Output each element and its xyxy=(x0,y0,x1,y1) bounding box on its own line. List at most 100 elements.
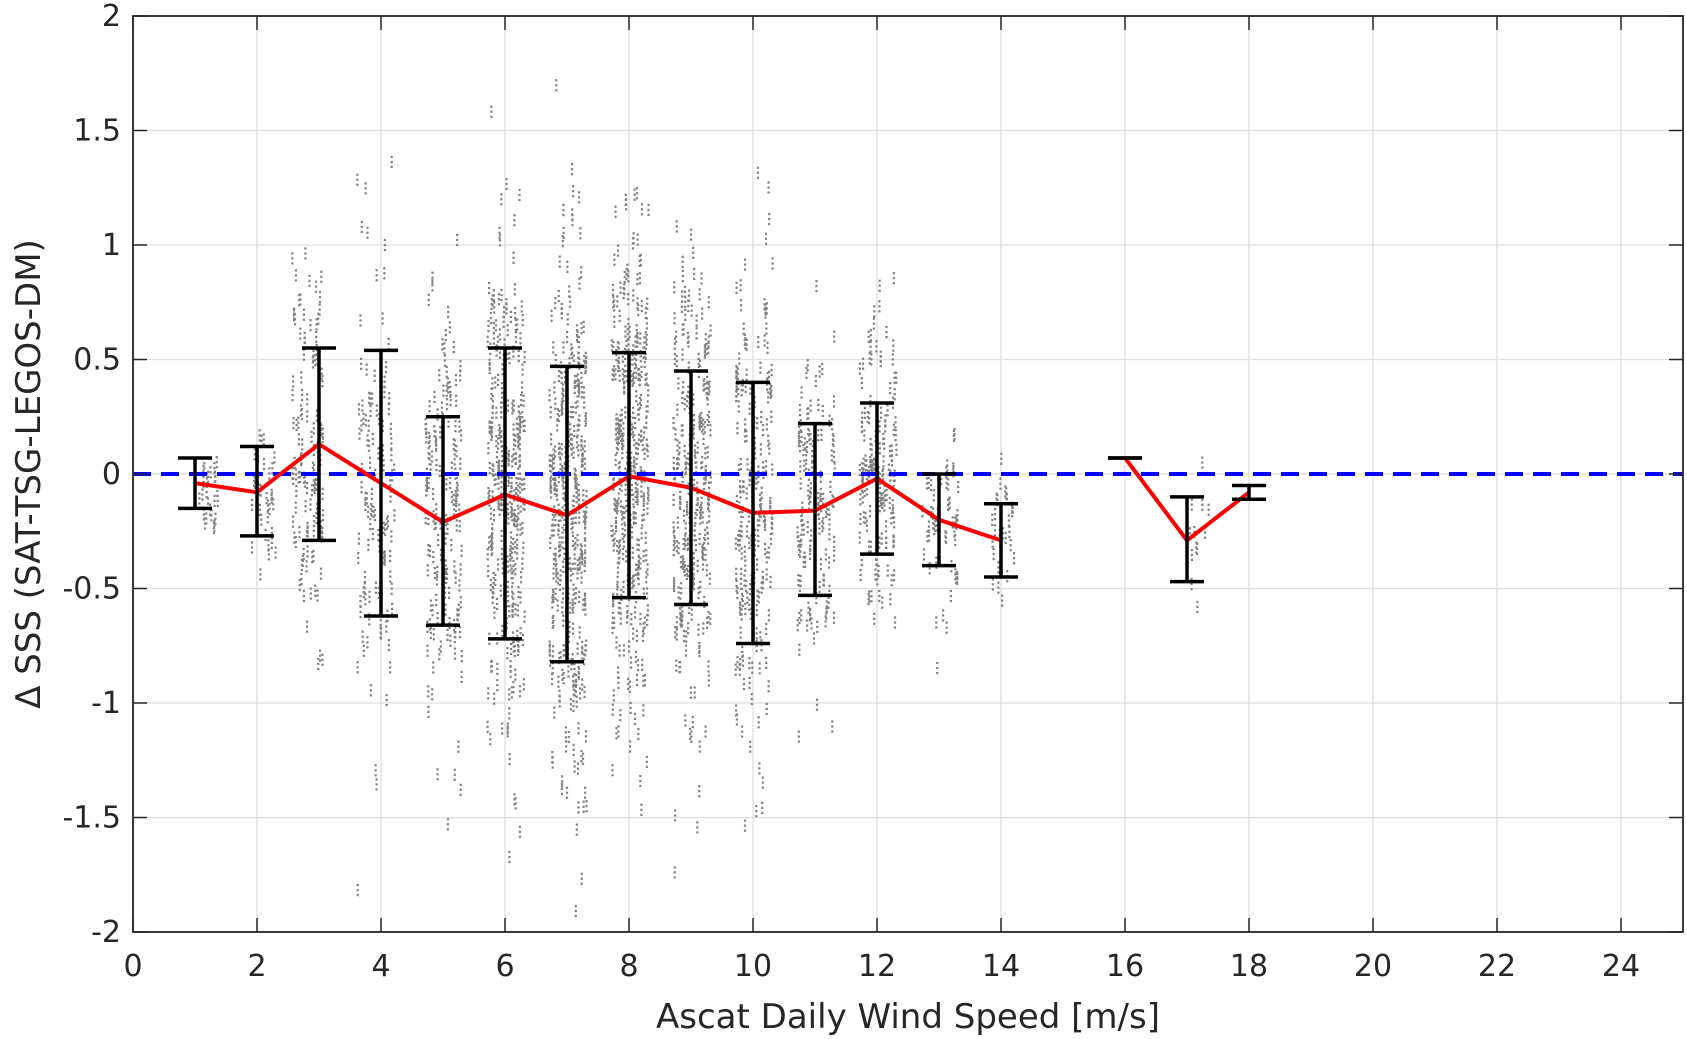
scatter-point xyxy=(744,589,748,592)
scatter-point xyxy=(521,483,524,486)
scatter-point xyxy=(554,359,557,362)
scatter-point xyxy=(274,546,277,549)
scatter-point xyxy=(582,810,585,813)
scatter-point xyxy=(701,543,705,546)
scatter-point xyxy=(511,614,514,617)
scatter-point xyxy=(357,561,360,565)
scatter-point xyxy=(521,324,524,327)
scatter-point xyxy=(358,432,361,435)
scatter-point xyxy=(673,291,676,294)
scatter-point xyxy=(512,458,515,461)
scatter-point xyxy=(550,470,553,473)
scatter-point xyxy=(580,396,583,399)
scatter-point xyxy=(559,519,562,522)
scatter-point xyxy=(696,491,699,494)
scatter-point xyxy=(367,444,371,447)
scatter-point xyxy=(683,560,686,563)
scatter-point xyxy=(638,396,642,400)
scatter-point xyxy=(310,435,313,438)
scatter-point xyxy=(390,592,393,595)
scatter-point xyxy=(758,667,761,670)
scatter-point xyxy=(633,471,636,474)
scatter-point xyxy=(377,533,380,537)
scatter-point xyxy=(444,542,447,545)
scatter-point xyxy=(737,463,741,467)
scatter-point xyxy=(491,416,494,419)
scatter-point xyxy=(620,593,623,597)
scatter-point xyxy=(584,419,587,422)
scatter-point xyxy=(554,407,557,410)
scatter-point xyxy=(321,658,324,661)
scatter-point xyxy=(550,319,553,322)
scatter-point xyxy=(630,451,633,454)
scatter-point xyxy=(298,531,301,534)
scatter-point xyxy=(305,560,308,563)
scatter-point xyxy=(446,377,449,380)
scatter-point xyxy=(681,480,684,484)
scatter-point xyxy=(435,593,438,597)
scatter-point xyxy=(621,448,624,451)
scatter-point xyxy=(389,554,392,558)
scatter-point xyxy=(518,431,522,434)
scatter-point xyxy=(444,571,447,575)
scatter-point xyxy=(520,300,523,303)
scatter-point xyxy=(459,370,462,373)
scatter-point xyxy=(690,304,693,307)
scatter-point xyxy=(578,636,581,639)
scatter-point xyxy=(554,402,557,405)
scatter-point xyxy=(511,590,514,593)
scatter-point xyxy=(315,521,318,524)
scatter-point xyxy=(641,448,644,452)
scatter-point xyxy=(631,431,635,434)
scatter-point xyxy=(645,581,648,584)
scatter-point xyxy=(706,521,709,524)
scatter-point xyxy=(549,469,552,473)
scatter-point xyxy=(643,480,646,483)
scatter-point xyxy=(382,556,386,559)
scatter-point xyxy=(507,462,510,465)
scatter-point xyxy=(456,614,459,617)
scatter-point xyxy=(562,203,565,207)
scatter-point xyxy=(643,365,646,369)
scatter-point xyxy=(359,319,362,322)
scatter-point xyxy=(750,692,753,696)
scatter-point xyxy=(622,540,626,543)
scatter-point xyxy=(614,210,617,213)
scatter-point xyxy=(556,424,559,427)
scatter-point xyxy=(612,689,615,692)
scatter-point xyxy=(437,533,440,537)
scatter-point xyxy=(574,909,577,913)
scatter-point xyxy=(683,403,686,406)
scatter-point xyxy=(672,456,675,459)
scatter-point xyxy=(385,522,388,525)
scatter-point xyxy=(562,226,565,230)
scatter-point xyxy=(633,362,636,365)
scatter-point xyxy=(389,575,392,578)
scatter-point xyxy=(270,501,273,504)
scatter-point xyxy=(425,489,428,492)
scatter-point xyxy=(743,343,746,346)
scatter-point xyxy=(635,329,638,332)
scatter-point xyxy=(768,217,771,221)
scatter-point xyxy=(551,513,554,516)
scatter-point xyxy=(749,617,753,620)
scatter-point xyxy=(635,629,639,633)
scatter-point xyxy=(765,656,768,659)
scatter-point xyxy=(548,648,551,651)
scatter-point xyxy=(613,253,616,256)
scatter-point xyxy=(675,220,678,223)
scatter-point xyxy=(641,514,644,517)
scatter-point xyxy=(262,438,265,441)
scatter-point xyxy=(378,418,381,421)
scatter-point xyxy=(692,427,695,430)
scatter-point xyxy=(709,434,712,437)
scatter-point xyxy=(511,581,514,585)
scatter-point xyxy=(305,481,309,485)
scatter-point xyxy=(389,671,392,674)
scatter-point xyxy=(617,735,620,738)
scatter-point xyxy=(704,333,707,336)
scatter-point xyxy=(613,325,616,328)
scatter-point xyxy=(611,708,614,711)
scatter-point xyxy=(258,429,261,432)
scatter-point xyxy=(271,467,274,470)
